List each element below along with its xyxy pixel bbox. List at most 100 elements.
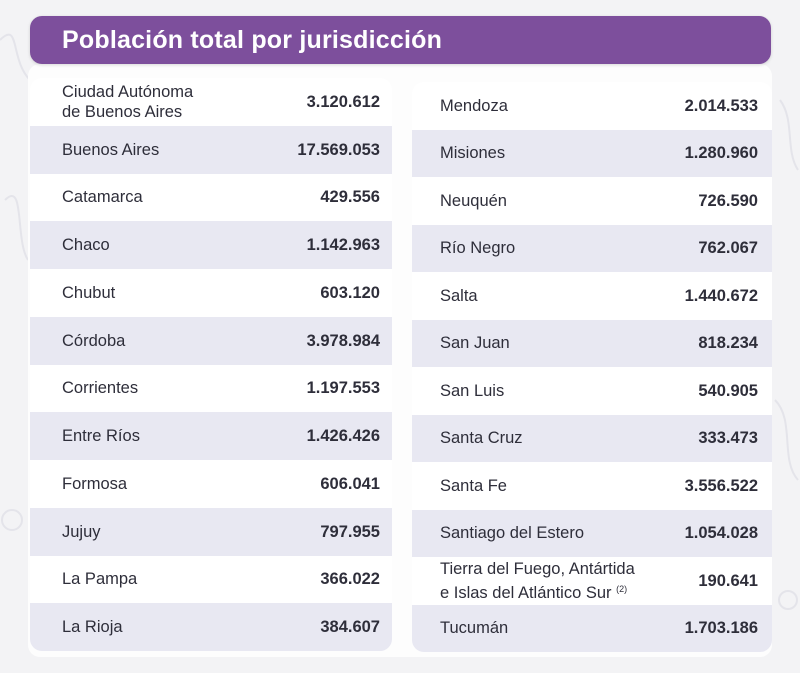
table-row: La Pampa 366.022 xyxy=(30,555,392,604)
population-value: 762.067 xyxy=(698,239,758,258)
population-value: 1.440.672 xyxy=(684,286,758,305)
jurisdiction-name: Neuquén xyxy=(440,191,507,211)
population-value: 603.120 xyxy=(320,283,380,302)
jurisdiction-name: Santiago del Estero xyxy=(440,523,584,543)
table-row: San Juan 818.234 xyxy=(412,319,772,367)
jurisdiction-name: Formosa xyxy=(62,474,127,494)
table-row: Chaco 1.142.963 xyxy=(30,221,392,269)
jurisdiction-name: Ciudad Autónoma de Buenos Aires xyxy=(62,82,193,122)
jurisdiction-name-line: Mendoza xyxy=(440,96,508,115)
population-value: 3.978.984 xyxy=(306,331,380,350)
jurisdiction-name-line: San Luis xyxy=(440,381,505,400)
footnote-mark: (2) xyxy=(616,583,628,594)
population-value: 1.703.186 xyxy=(684,619,758,638)
left-column-table: Ciudad Autónoma de Buenos Aires 3.120.612 B… xyxy=(30,78,392,651)
population-value: 3.556.522 xyxy=(684,476,758,495)
jurisdiction-name: Mendoza xyxy=(440,96,508,116)
table-row: Córdoba 3.978.984 xyxy=(30,316,392,365)
population-value: 818.234 xyxy=(698,334,758,353)
jurisdiction-name-line: Entre Ríos xyxy=(62,427,140,446)
jurisdiction-name-line: Santa Fe xyxy=(440,476,507,495)
table-row: Misiones 1.280.960 xyxy=(412,129,772,177)
table-row: Corrientes 1.197.553 xyxy=(30,364,392,413)
table-row: Santa Cruz 333.473 xyxy=(412,414,772,462)
population-value: 3.120.612 xyxy=(306,92,380,111)
table-row: Chubut 603.120 xyxy=(30,269,392,317)
table-row: Santiago del Estero 1.054.028 xyxy=(412,509,772,557)
jurisdiction-name: Río Negro xyxy=(440,238,515,258)
jurisdiction-name-line: Tierra del Fuego, Antártida xyxy=(440,559,635,578)
table-row: Buenos Aires 17.569.053 xyxy=(30,125,392,174)
population-value: 17.569.053 xyxy=(297,140,380,159)
population-value: 2.014.533 xyxy=(684,96,758,115)
table-row: Salta 1.440.672 xyxy=(412,272,772,320)
jurisdiction-name-line: Tucumán xyxy=(440,619,509,638)
jurisdiction-name-line: Jujuy xyxy=(62,522,101,541)
jurisdiction-name: Corrientes xyxy=(62,378,138,398)
jurisdiction-name-line: Ciudad Autónoma xyxy=(62,82,194,101)
jurisdiction-name-line: Chubut xyxy=(62,283,116,302)
jurisdiction-name-line: Neuquén xyxy=(440,191,507,210)
jurisdiction-name-line: Formosa xyxy=(62,474,128,493)
title-bar: Población total por jurisdicción xyxy=(30,16,771,64)
population-value: 366.022 xyxy=(320,570,380,589)
jurisdiction-name-line: Chaco xyxy=(62,236,110,255)
jurisdiction-name: Catamarca xyxy=(62,187,143,207)
population-value: 1.280.960 xyxy=(684,144,758,163)
jurisdiction-name: Tucumán xyxy=(440,618,508,638)
jurisdiction-name-line: Santa Cruz xyxy=(440,429,523,448)
table-row: Entre Ríos 1.426.426 xyxy=(30,412,392,460)
jurisdiction-name-line: Córdoba xyxy=(62,331,126,350)
jurisdiction-name-text: e Islas del Atlántico Sur xyxy=(440,583,612,602)
jurisdiction-name-line: Misiones xyxy=(440,144,506,163)
jurisdiction-name: Entre Ríos xyxy=(62,426,140,446)
jurisdiction-name-line: La Pampa xyxy=(62,570,138,589)
population-value: 540.905 xyxy=(698,381,758,400)
table-row: La Rioja 384.607 xyxy=(30,603,392,651)
jurisdiction-name: Buenos Aires xyxy=(62,140,159,160)
page-title: Población total por jurisdicción xyxy=(62,26,443,54)
jurisdiction-name-line: San Juan xyxy=(440,334,510,353)
jurisdiction-name: Córdoba xyxy=(62,331,125,351)
jurisdiction-name-line: La Rioja xyxy=(62,618,123,637)
jurisdiction-name: Misiones xyxy=(440,143,505,163)
jurisdiction-name-line: e Islas del Atlántico Sur (2) xyxy=(440,579,635,603)
population-value: 384.607 xyxy=(320,618,380,637)
table-row: Jujuy 797.955 xyxy=(30,507,392,556)
table-row: Tucumán 1.703.186 xyxy=(412,604,772,652)
table-row: Neuquén 726.590 xyxy=(412,177,772,225)
jurisdiction-name-line: Santiago del Estero xyxy=(440,524,585,543)
population-value: 333.473 xyxy=(698,429,758,448)
table-row: Tierra del Fuego, Antártida e Islas del A… xyxy=(412,557,772,605)
table-row: Catamarca 429.556 xyxy=(30,173,392,222)
population-value: 429.556 xyxy=(320,188,380,207)
population-value: 1.054.028 xyxy=(684,524,758,543)
jurisdiction-name-line: Río Negro xyxy=(440,239,516,258)
jurisdiction-name: Jujuy xyxy=(62,522,101,542)
jurisdiction-name-line: Corrientes xyxy=(62,379,139,398)
jurisdiction-name: Tierra del Fuego, Antártida e Islas del A… xyxy=(440,559,635,603)
table-row: Río Negro 762.067 xyxy=(412,224,772,272)
table-row: Formosa 606.041 xyxy=(30,460,392,508)
jurisdiction-name-line: Salta xyxy=(440,286,478,305)
jurisdiction-name: La Rioja xyxy=(62,617,123,637)
jurisdiction-name: Santa Cruz xyxy=(440,428,523,448)
population-value: 1.426.426 xyxy=(306,427,380,446)
population-value: 1.142.963 xyxy=(306,236,380,255)
jurisdiction-name: San Luis xyxy=(440,381,504,401)
population-value: 190.641 xyxy=(698,571,758,590)
population-value: 726.590 xyxy=(698,191,758,210)
jurisdiction-name: La Pampa xyxy=(62,569,137,589)
jurisdiction-name: Salta xyxy=(440,286,478,306)
table-row: Ciudad Autónoma de Buenos Aires 3.120.612 xyxy=(30,78,392,126)
table-row: San Luis 540.905 xyxy=(412,367,772,415)
jurisdiction-name: Santa Fe xyxy=(440,476,507,496)
right-column-table: Mendoza 2.014.533 Misiones 1.280.960 Neuquén… xyxy=(412,82,772,652)
jurisdiction-name: Chubut xyxy=(62,283,115,303)
jurisdiction-name: Chaco xyxy=(62,235,110,255)
jurisdiction-name: San Juan xyxy=(440,333,510,353)
table-row: Santa Fe 3.556.522 xyxy=(412,462,772,510)
jurisdiction-name-line: de Buenos Aires xyxy=(62,102,183,121)
population-value: 1.197.553 xyxy=(306,379,380,398)
jurisdiction-name-line: Catamarca xyxy=(62,188,143,207)
